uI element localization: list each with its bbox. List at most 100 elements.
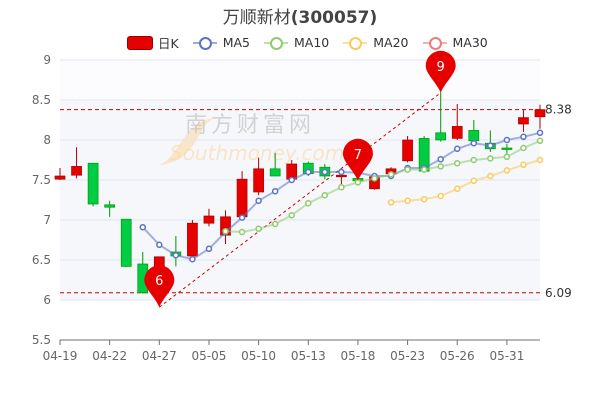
ma-point — [470, 177, 478, 185]
ma-point — [453, 159, 461, 167]
candle — [104, 200, 116, 217]
y-tick-label: 9 — [43, 53, 51, 67]
candle — [87, 162, 99, 207]
x-tick-label: 04-22 — [92, 349, 127, 363]
y-tick-label: 6.5 — [32, 253, 51, 267]
mark-line-label: 6.09 — [545, 286, 572, 300]
legend-label: 日K — [158, 36, 179, 51]
y-tick-label: 8 — [43, 133, 51, 147]
candle — [253, 157, 264, 196]
stock-code: (300057) — [290, 8, 378, 28]
legend-label: MA10 — [294, 35, 330, 50]
line-marker-icon — [264, 36, 288, 50]
candle-body — [336, 174, 347, 178]
ma-point — [321, 191, 329, 199]
candle-body — [253, 168, 264, 193]
ma-point — [487, 142, 494, 149]
x-tick-label: 05-13 — [291, 349, 326, 363]
ma-point — [288, 211, 295, 219]
mark-pin: 7 — [342, 138, 373, 181]
trend-line — [159, 92, 441, 308]
ma-point — [470, 156, 478, 164]
mark-pin: 9 — [425, 50, 456, 93]
ma-point — [404, 197, 411, 205]
legend-item-ma10[interactable]: MA10 — [264, 35, 329, 50]
legend-item-ma5[interactable]: MA5 — [192, 35, 250, 50]
candle — [71, 147, 82, 179]
x-tick-label: 05-23 — [390, 349, 425, 363]
ma-point — [288, 176, 295, 184]
ma-point — [453, 185, 461, 193]
line-marker-icon — [192, 36, 217, 50]
candle — [402, 136, 413, 163]
legend-item-ma30[interactable]: MA30 — [422, 35, 488, 50]
candle-body — [203, 215, 215, 224]
ma-point — [338, 168, 345, 176]
ma-point — [172, 251, 180, 259]
candle-swatch-icon — [127, 35, 153, 50]
pin-label: 6 — [155, 274, 163, 289]
legend-label: MA20 — [373, 35, 409, 50]
ma-point — [487, 172, 494, 180]
y-tick-label: 7.5 — [32, 173, 51, 187]
ma-point — [420, 166, 428, 173]
y-tick-label: 6 — [43, 293, 51, 307]
watermark-logo-icon — [160, 118, 215, 165]
stock-name: 万顺新材 — [222, 8, 291, 28]
candle-body — [468, 130, 480, 142]
x-tick-label: 05-18 — [340, 349, 375, 363]
candle — [269, 152, 281, 177]
watermark-en: Southmoney.com — [170, 141, 344, 165]
ma-point — [387, 171, 395, 178]
pin-marker-icon — [144, 265, 175, 308]
candle-body — [54, 175, 66, 180]
candle-body — [104, 204, 116, 208]
ma-point — [271, 187, 279, 195]
line-marker-icon — [422, 36, 447, 50]
line-marker-icon — [343, 36, 368, 50]
candle — [534, 104, 546, 129]
pin-marker-icon — [425, 50, 456, 93]
ma-point — [437, 163, 444, 170]
pin-label: 9 — [437, 60, 445, 75]
ma-point — [520, 161, 527, 169]
ma-point — [305, 168, 312, 176]
candle-body — [435, 132, 447, 141]
candle — [518, 109, 529, 132]
ma-point — [255, 225, 262, 233]
ma-point — [536, 129, 544, 137]
watermark-cn: 南方财富网 — [185, 113, 315, 138]
candle — [435, 92, 447, 142]
legend-item-ma20[interactable]: MA20 — [343, 35, 409, 50]
ma-point — [470, 139, 478, 147]
ma-point — [271, 220, 279, 228]
y-tick-label: 7 — [43, 213, 51, 227]
x-tick-label: 05-10 — [241, 349, 276, 363]
ma-point — [404, 166, 411, 173]
ma-point — [222, 227, 229, 235]
x-tick-label: 05-26 — [440, 349, 475, 363]
ma-point — [536, 137, 544, 145]
ma-point — [520, 133, 527, 141]
ma-point — [536, 156, 544, 164]
legend-item-dayk[interactable]: 日K — [127, 33, 179, 52]
pin-label: 7 — [354, 148, 362, 163]
ma-point — [321, 168, 329, 176]
x-tick-label: 05-05 — [192, 349, 227, 363]
legend-label: MA30 — [452, 35, 488, 50]
candle — [187, 220, 198, 257]
ma-point — [503, 153, 511, 161]
ma-point — [238, 228, 246, 236]
candle-body — [451, 126, 463, 139]
ma-point — [338, 183, 345, 191]
ma-point — [205, 245, 213, 253]
ma-point — [238, 214, 246, 221]
y-tick-label: 5.5 — [32, 333, 51, 347]
ma-point — [453, 145, 461, 153]
ma-point — [487, 155, 494, 162]
ma-point — [503, 136, 511, 144]
candle-body — [534, 109, 546, 118]
x-tick-label: 04-19 — [43, 349, 78, 363]
ma-point — [437, 192, 444, 200]
legend-label: MA5 — [222, 35, 250, 50]
